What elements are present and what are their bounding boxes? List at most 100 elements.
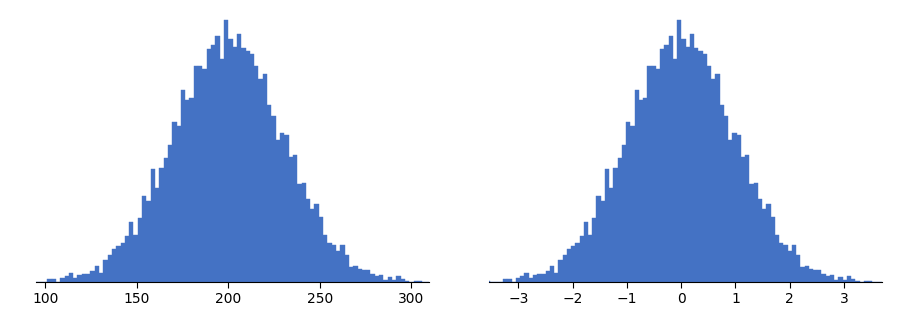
Bar <box>379 275 383 282</box>
Bar <box>537 274 541 282</box>
Bar <box>258 79 263 282</box>
Bar <box>172 123 176 282</box>
Bar <box>541 274 545 282</box>
Bar <box>340 245 345 282</box>
Bar <box>856 281 860 282</box>
Bar <box>766 204 770 282</box>
Bar <box>644 98 647 282</box>
Bar <box>584 222 588 282</box>
Bar <box>617 157 622 282</box>
Bar <box>508 279 511 282</box>
Bar <box>82 274 86 282</box>
Bar <box>125 236 130 282</box>
Bar <box>647 66 652 282</box>
Bar <box>673 59 677 282</box>
Bar <box>562 255 567 282</box>
Bar <box>851 279 856 282</box>
Bar <box>121 244 125 282</box>
Bar <box>388 277 392 282</box>
Bar <box>733 133 736 282</box>
Bar <box>809 269 813 282</box>
Bar <box>525 273 528 282</box>
Bar <box>805 266 809 282</box>
Bar <box>297 184 302 282</box>
Bar <box>779 243 783 282</box>
Bar <box>60 278 65 282</box>
Bar <box>133 235 138 282</box>
Bar <box>580 236 584 282</box>
Bar <box>263 74 267 282</box>
Bar <box>155 188 159 282</box>
Bar <box>724 116 728 282</box>
Bar <box>681 39 686 282</box>
Bar <box>864 281 868 282</box>
Bar <box>48 279 51 282</box>
Bar <box>366 270 371 282</box>
Bar <box>550 266 554 282</box>
Bar <box>13 281 17 282</box>
Bar <box>306 199 310 282</box>
Bar <box>215 36 220 282</box>
Bar <box>99 273 104 282</box>
Bar <box>272 116 275 282</box>
Bar <box>94 266 99 282</box>
Bar <box>822 274 825 282</box>
Bar <box>609 188 614 282</box>
Bar <box>800 267 805 282</box>
Bar <box>383 280 388 282</box>
Bar <box>104 260 108 282</box>
Bar <box>728 140 733 282</box>
Bar <box>336 251 340 282</box>
Bar <box>796 255 800 282</box>
Bar <box>554 273 558 282</box>
Bar <box>90 271 94 282</box>
Bar <box>345 255 349 282</box>
Bar <box>349 267 353 282</box>
Bar <box>150 169 155 282</box>
Bar <box>310 209 314 282</box>
Bar <box>661 49 664 282</box>
Bar <box>414 281 418 282</box>
Bar <box>631 126 634 282</box>
Bar <box>622 145 626 282</box>
Bar <box>669 36 673 282</box>
Bar <box>176 126 181 282</box>
Bar <box>753 183 758 282</box>
Bar <box>758 199 762 282</box>
Bar <box>664 45 669 282</box>
Bar <box>68 273 73 282</box>
Bar <box>486 281 491 282</box>
Bar <box>224 20 229 282</box>
Bar <box>533 275 537 282</box>
Bar <box>652 66 656 282</box>
Bar <box>241 48 246 282</box>
Bar <box>319 217 323 282</box>
Bar <box>65 276 68 282</box>
Bar <box>567 249 571 282</box>
Bar <box>168 145 172 282</box>
Bar <box>284 135 289 282</box>
Bar <box>392 280 396 282</box>
Bar <box>314 204 319 282</box>
Bar <box>745 155 750 282</box>
Bar <box>73 278 77 282</box>
Bar <box>220 59 224 282</box>
Bar <box>592 219 597 282</box>
Bar <box>142 196 147 282</box>
Bar <box>51 279 56 282</box>
Bar <box>600 201 605 282</box>
Bar <box>868 281 872 282</box>
Bar <box>626 123 631 282</box>
Bar <box>478 281 482 282</box>
Bar <box>211 45 215 282</box>
Bar <box>775 235 779 282</box>
Bar <box>400 279 405 282</box>
Bar <box>703 54 706 282</box>
Bar <box>817 270 822 282</box>
Bar <box>698 51 703 282</box>
Bar <box>374 276 379 282</box>
Bar <box>229 39 232 282</box>
Bar <box>164 157 168 282</box>
Bar <box>138 219 142 282</box>
Bar <box>194 66 198 282</box>
